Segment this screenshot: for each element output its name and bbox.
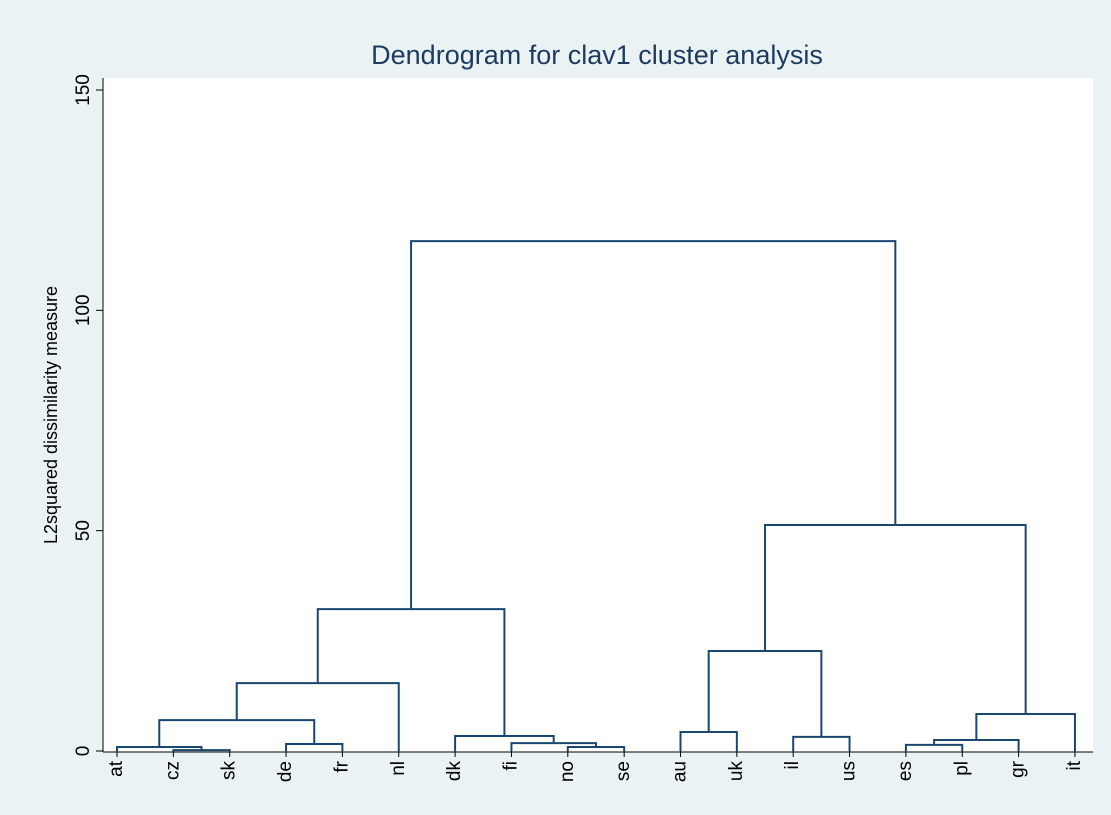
leaf-label: il <box>782 761 803 769</box>
link <box>707 649 823 737</box>
leaf-label: no <box>557 761 578 782</box>
leaf-label: nl <box>388 761 409 776</box>
leaf-label: dk <box>444 761 465 782</box>
link <box>904 743 964 751</box>
chart-title: Dendrogram for clav1 cluster analysis <box>371 40 823 70</box>
leaf-label: se <box>613 761 634 781</box>
leaf-label: au <box>670 761 691 782</box>
leaf-label: sk <box>219 761 240 781</box>
leaf-label: es <box>895 761 916 781</box>
link <box>792 735 851 751</box>
leaf-label: pl <box>951 761 972 776</box>
leaf-label: gr <box>1008 760 1029 778</box>
leaf-label: fi <box>500 761 521 771</box>
leaf-label: de <box>275 761 296 782</box>
y-axis-title: L2squared dissimilarity measure <box>41 286 61 544</box>
leaf-label: fr <box>331 760 352 772</box>
y-tick-label: 50 <box>73 520 94 541</box>
leaf-label: cz <box>162 761 183 780</box>
leaf-label: uk <box>726 761 747 782</box>
y-tick-label: 100 <box>73 294 94 326</box>
leaf-label: it <box>1064 760 1085 770</box>
leaf-label: at <box>106 760 127 777</box>
y-tick-label: 0 <box>73 746 94 757</box>
plot-area <box>103 78 1093 752</box>
link <box>410 240 897 610</box>
y-tick-label: 150 <box>73 74 94 106</box>
leaf-label: us <box>839 761 860 781</box>
link <box>172 749 231 752</box>
